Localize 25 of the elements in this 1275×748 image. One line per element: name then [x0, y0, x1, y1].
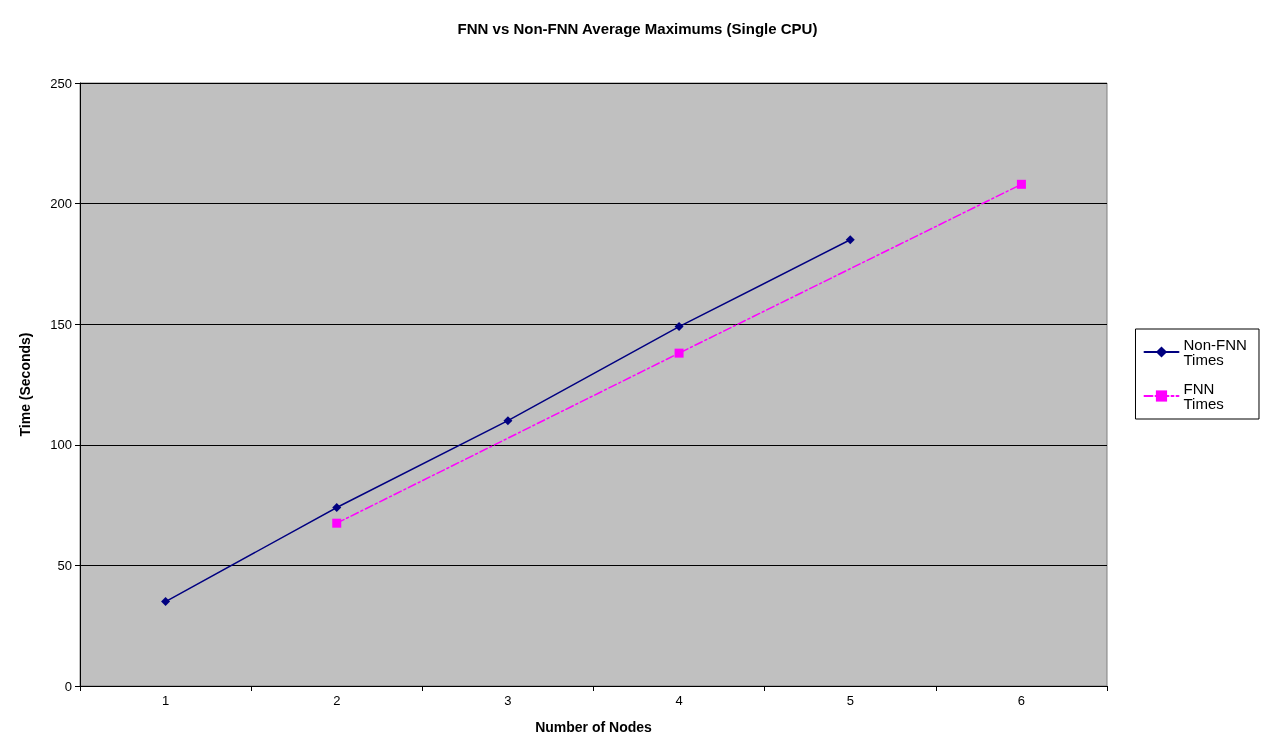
point — [332, 503, 342, 513]
x-tick-label: 5 — [846, 693, 854, 708]
point — [674, 348, 684, 358]
y-tick-label: 250 — [50, 75, 72, 91]
point — [332, 518, 342, 528]
y-tick-label: 50 — [57, 557, 72, 573]
x-tick-label: 3 — [504, 693, 512, 708]
x-tick-label: 1 — [161, 693, 170, 708]
y-tick-label: 100 — [50, 437, 72, 453]
y-tick-label: 150 — [50, 316, 72, 332]
chart-title: FNN vs Non-FNN Average Maximums (Single CPU) — [457, 20, 818, 37]
point — [503, 416, 513, 426]
legend-label: Non-FNN Times — [1183, 336, 1252, 368]
y-axis-title: Time (Seconds) — [17, 332, 33, 437]
point — [161, 597, 171, 607]
x-tick-label: 6 — [1017, 693, 1026, 708]
y-tick-label: 200 — [50, 196, 72, 212]
x-tick-label: 4 — [675, 693, 683, 708]
point — [674, 322, 684, 332]
point — [845, 235, 855, 245]
x-axis-title: Number of Nodes — [535, 719, 653, 735]
legend-label: FNN Times — [1183, 380, 1224, 412]
y-tick-label: 0 — [64, 678, 72, 694]
point — [1016, 179, 1026, 189]
x-tick-label: 2 — [333, 693, 341, 708]
